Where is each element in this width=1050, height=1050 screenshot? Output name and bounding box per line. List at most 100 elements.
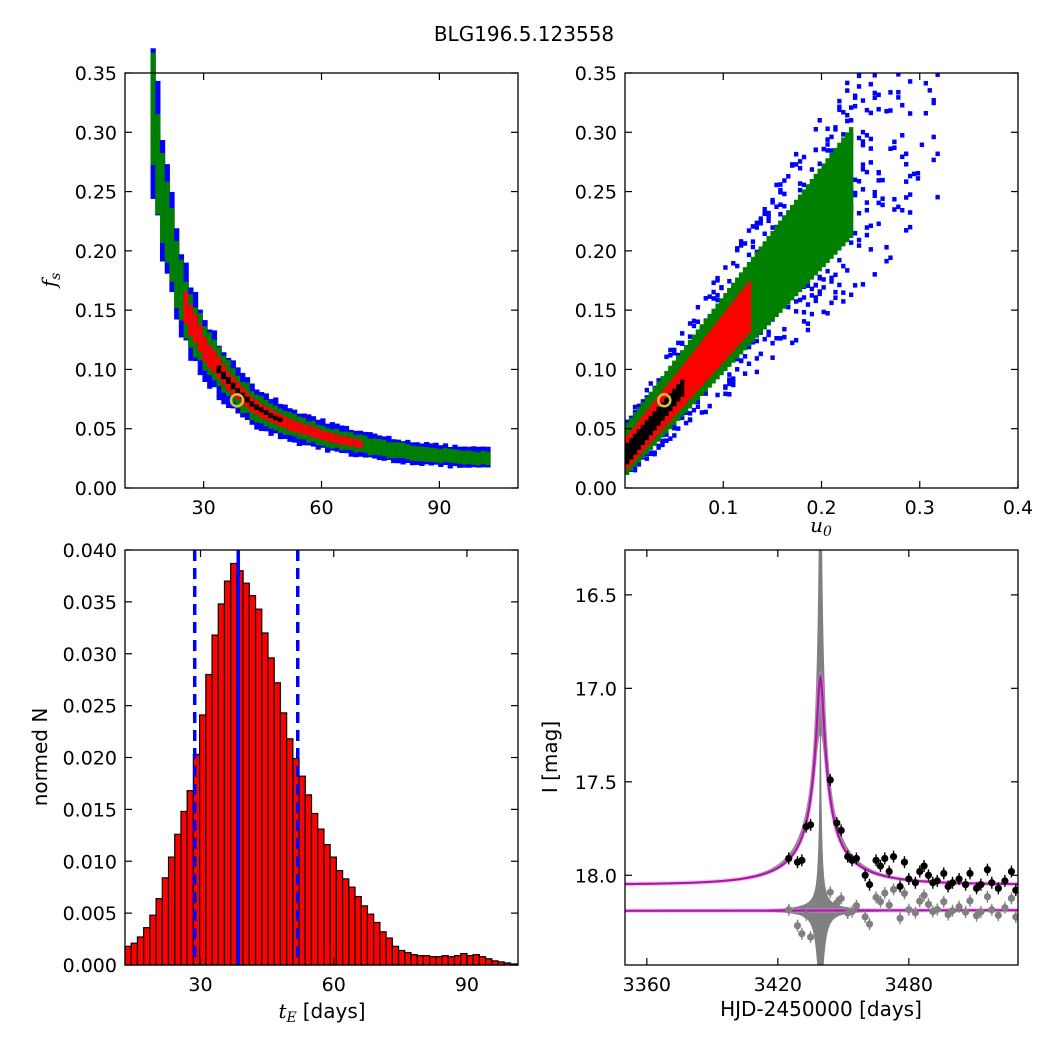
x-tick-label: 60 <box>322 974 346 996</box>
posterior-cell <box>907 192 913 197</box>
posterior-cell <box>715 392 720 398</box>
posterior-cell <box>829 300 834 306</box>
y-tick-label: 0.10 <box>575 359 617 381</box>
posterior-cell <box>636 403 642 409</box>
posterior-cell <box>259 407 265 413</box>
x-tick-label: 0.1 <box>708 497 738 519</box>
posterior-cell <box>829 279 834 284</box>
posterior-cell <box>746 252 752 258</box>
data-point <box>785 854 793 863</box>
posterior-cell <box>750 244 756 250</box>
residual-point <box>966 897 974 905</box>
histogram-bar <box>472 954 480 966</box>
posterior-cell <box>829 134 834 140</box>
posterior-cell <box>923 110 929 116</box>
posterior-cell <box>268 413 274 418</box>
posterior-cell <box>766 214 771 219</box>
y-tick-label: 0.10 <box>75 359 117 381</box>
posterior-cell <box>837 282 842 288</box>
posterior-cell <box>414 446 420 462</box>
posterior-cell <box>174 241 180 309</box>
posterior-cell <box>680 379 685 397</box>
posterior-cell <box>856 84 862 89</box>
residual-point <box>977 908 985 916</box>
histogram-bar <box>441 955 449 966</box>
posterior-cell <box>447 448 453 463</box>
y-tick-label: 0.30 <box>75 122 117 144</box>
posterior-cell <box>348 438 354 447</box>
posterior-cell <box>809 311 815 317</box>
posterior-cell <box>428 447 435 463</box>
posterior-cell <box>821 146 826 152</box>
posterior-cell <box>762 241 767 330</box>
data-point <box>1007 867 1016 876</box>
posterior-cell <box>762 336 767 342</box>
posterior-cell <box>778 202 783 208</box>
posterior-cell <box>750 224 756 229</box>
posterior-cell <box>758 220 763 226</box>
posterior-cell <box>868 81 873 87</box>
posterior-cell <box>797 181 803 186</box>
histogram-bar <box>273 682 282 966</box>
posterior-cell <box>221 371 227 380</box>
posterior-cell <box>687 417 693 423</box>
posterior-cell <box>207 345 213 369</box>
histogram-bar <box>429 956 437 966</box>
posterior-cell <box>872 73 877 78</box>
residual-point <box>785 906 793 914</box>
posterior-cell <box>825 158 830 263</box>
posterior-cell <box>876 169 881 175</box>
data-point <box>1001 877 1009 885</box>
posterior-cell <box>731 379 736 384</box>
posterior-cell <box>813 147 818 153</box>
data-point <box>837 826 845 835</box>
panel-fs-vs-tE: 30 60 90 0.00 0.05 0.10 0.15 0.20 0.25 0.30 0.35 f… <box>37 48 519 519</box>
posterior-cell <box>915 176 921 181</box>
posterior-cell <box>907 210 913 215</box>
posterior-cell <box>877 27 881 32</box>
posterior-cell <box>873 64 877 69</box>
posterior-cell <box>793 337 799 343</box>
posterior-cell <box>731 376 736 381</box>
residual-point <box>924 900 933 908</box>
data-point <box>916 867 924 876</box>
posterior-cell <box>817 289 822 294</box>
posterior-cell <box>640 399 646 404</box>
posterior-cell <box>758 351 763 357</box>
posterior-cell <box>249 401 255 407</box>
residual-point <box>1001 904 1009 912</box>
residual-point <box>900 889 909 898</box>
posterior-cell <box>896 95 901 100</box>
posterior-cell <box>475 452 482 466</box>
histogram-bar <box>155 897 163 966</box>
histogram-bar <box>254 608 263 966</box>
posterior-cell <box>310 427 317 438</box>
posterior-cell <box>817 118 822 123</box>
posterior-cell <box>640 424 646 445</box>
posterior-cell <box>471 451 477 465</box>
posterior-cell <box>703 296 708 301</box>
posterior-cell <box>687 334 693 339</box>
posterior-cell <box>786 210 791 305</box>
posterior-cell <box>424 447 430 462</box>
posterior-cell <box>797 187 803 193</box>
posterior-cell <box>801 189 807 288</box>
posterior-cell <box>766 236 771 326</box>
data-point <box>881 854 889 863</box>
residual-point <box>1012 913 1018 921</box>
posterior-cell <box>790 340 795 346</box>
residual-point <box>920 891 928 899</box>
fs-vs-u0-heatmap <box>625 27 940 475</box>
histogram-bar <box>180 810 188 966</box>
histogram-bar <box>186 790 194 966</box>
data-point <box>940 869 948 878</box>
posterior-cell <box>703 336 708 382</box>
posterior-cell <box>884 258 889 264</box>
light-curve-content <box>625 550 1018 965</box>
posterior-cell <box>809 167 815 172</box>
posterior-cell <box>188 305 194 336</box>
posterior-cell <box>864 225 870 230</box>
posterior-cell <box>202 336 208 362</box>
y-tick-label: 0.05 <box>75 419 117 441</box>
y-tick-label: 0.35 <box>75 63 117 85</box>
